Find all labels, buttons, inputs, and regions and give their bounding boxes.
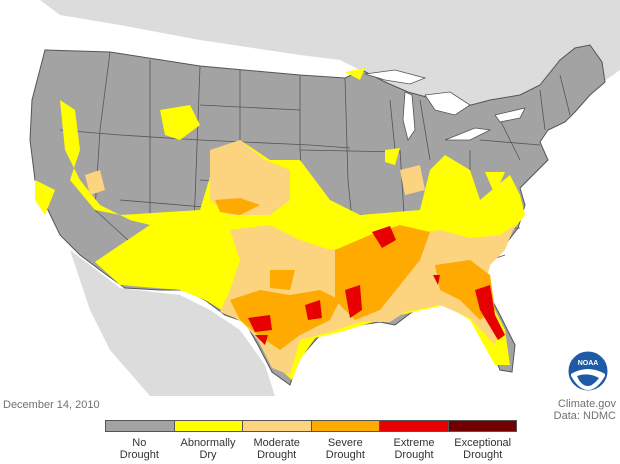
legend-label-2: Moderate Drought: [253, 437, 300, 461]
legend-swatch-0: [106, 421, 175, 431]
credit-block: Climate.gov Data: NDMC: [554, 398, 616, 422]
legend-swatch-2: [243, 421, 312, 431]
noaa-logo-text: NOAA: [578, 360, 599, 367]
credit-climate-gov: Climate.gov: [557, 398, 616, 410]
legend-swatch-5: [448, 421, 516, 431]
legend-label-0: No Drought: [119, 437, 159, 461]
legend-label-4: Extreme Drought: [393, 437, 435, 461]
legend-swatch-1: [174, 421, 243, 431]
legend-label-1: Abnormally Dry: [180, 437, 236, 461]
credit-data-source: Data: NDMC: [553, 410, 616, 422]
us-map-svg: [29, 0, 620, 396]
drought-map: [29, 0, 620, 396]
legend-label-3: Severe Drought: [325, 437, 365, 461]
legend-swatch-3: [311, 421, 380, 431]
legend-bar: [105, 420, 517, 432]
date-label: December 14, 2010: [3, 399, 100, 411]
legend-labels: No Drought Abnormally Dry Moderate Drought Sev…: [105, 437, 517, 461]
legend-label-5: Exceptional Drought: [454, 437, 512, 461]
noaa-logo-icon: NOAA: [567, 350, 609, 392]
great-lakes: [364, 69, 526, 141]
legend-swatch-4: [380, 421, 449, 431]
drought-extreme: [248, 226, 505, 345]
mexico-land: [70, 250, 275, 396]
